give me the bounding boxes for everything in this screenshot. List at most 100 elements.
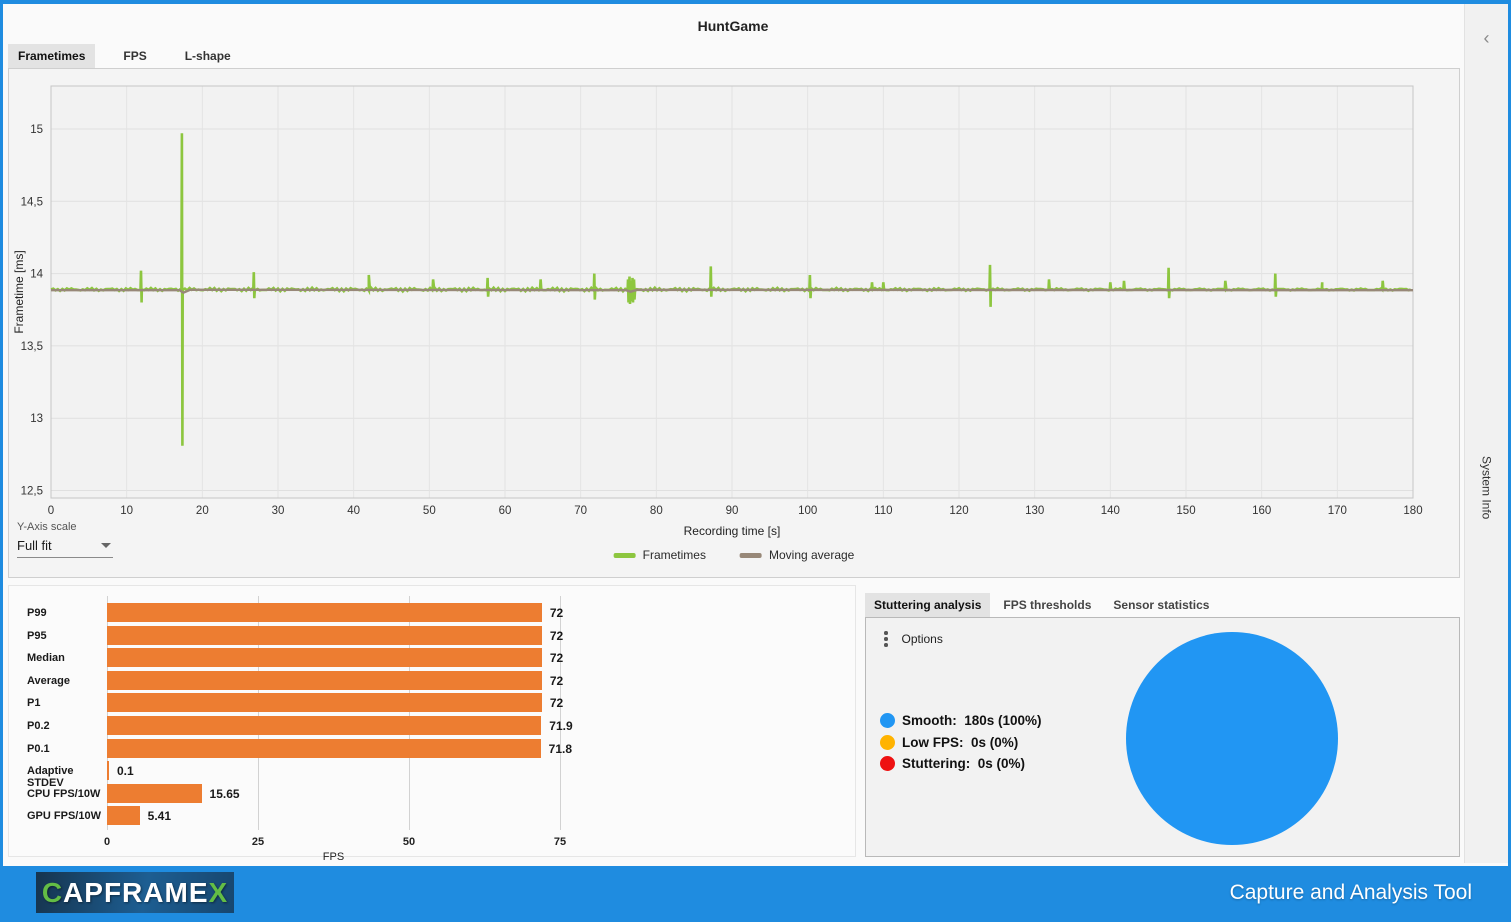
x-tick-label: 0 <box>48 505 54 517</box>
bar-cpu-fps-10w <box>107 783 202 803</box>
x-tick-label: 60 <box>499 505 512 517</box>
bar-median <box>107 648 542 668</box>
logo-letter-c: C <box>41 876 64 908</box>
legend-label: Moving average <box>768 548 855 562</box>
y-axis-scale-value: Full fit <box>17 538 52 553</box>
pie-legend-item: Stuttering: 0s (0%) <box>880 753 1042 775</box>
x-tick-label: 30 <box>272 505 285 517</box>
bar-category-label: P1 <box>27 697 41 710</box>
stuttering-pie-legend: Smooth: 180s (100%) Low FPS: 0s (0%) Stutt… <box>880 710 1042 775</box>
x-tick-label: 70 <box>574 505 587 517</box>
bar-value-label: 0.1 <box>117 764 134 779</box>
x-tick-label: 20 <box>196 505 209 517</box>
bar-p0-1 <box>107 738 541 758</box>
expand-sidebar-icon[interactable]: ‹ <box>1483 28 1490 48</box>
tab-fps-thresholds[interactable]: FPS thresholds <box>1003 598 1092 612</box>
bar-adaptive-stdev <box>107 761 109 781</box>
bar-x-tick-label: 50 <box>402 836 416 848</box>
pie-legend-dot <box>880 756 895 772</box>
x-tick-label: 100 <box>798 505 817 517</box>
y-axis-scale-dropdown[interactable]: Full fit <box>17 538 113 558</box>
y-axis-scale-control: Y-Axis scale Full fit <box>17 521 127 558</box>
bar-category-label: CPU FPS/10W <box>27 787 101 800</box>
x-tick-label: 40 <box>347 505 360 517</box>
analysis-panel: Stuttering analysis FPS thresholds Senso… <box>865 593 1460 858</box>
x-axis-title: Recording time [s] <box>684 524 781 538</box>
bar-gridline <box>409 596 410 830</box>
y-tick-label: 13,5 <box>21 341 43 353</box>
legend-swatch <box>739 552 762 558</box>
bar-x-tick-label: 25 <box>251 836 265 848</box>
bar-value-label: 72 <box>549 651 564 666</box>
record-title: HuntGame <box>697 18 769 34</box>
bar-category-label: GPU FPS/10W <box>27 810 101 823</box>
options-button[interactable]: Options <box>884 631 943 647</box>
logo-letter-x: X <box>208 876 229 908</box>
tab-sensor-statistics[interactable]: Sensor statistics <box>1113 598 1210 612</box>
tab-l-shape[interactable]: L-shape <box>184 49 231 63</box>
pie-legend-dot <box>880 713 895 729</box>
x-tick-label: 110 <box>874 505 892 517</box>
moving-average-line <box>51 288 1414 295</box>
pie-legend-text: Smooth: 180s (100%) <box>902 713 1042 729</box>
pie-legend-text: Stuttering: 0s (0%) <box>902 756 1026 772</box>
x-tick-label: 180 <box>1403 505 1422 517</box>
bar-value-label: 71.9 <box>549 719 573 733</box>
legend-item-frametimes[interactable]: Frametimes <box>613 548 706 562</box>
x-tick-label: 140 <box>1101 505 1120 517</box>
x-tick-label: 80 <box>650 505 663 517</box>
bar-x-axis-title: FPS <box>322 851 345 863</box>
y-tick-label: 15 <box>30 124 43 136</box>
fps-bar-chart: 0 25 50 75 FPS P99 72 P95 72 Median 72 Average 72 P1 7… <box>9 586 855 863</box>
y-axis-title: Frametime [ms] <box>12 250 26 333</box>
analysis-tab-bar: Stuttering analysis FPS thresholds Senso… <box>865 593 1460 617</box>
bar-p1 <box>107 693 542 713</box>
capframex-logo: CAPFRAMEX <box>36 872 234 913</box>
bar-value-label: 72 <box>549 696 564 711</box>
bar-p99 <box>107 603 542 622</box>
x-tick-label: 90 <box>726 505 739 517</box>
tab-fps[interactable]: FPS <box>123 49 147 63</box>
bar-gridline <box>560 596 561 830</box>
x-tick-label: 10 <box>120 505 133 517</box>
stuttering-pie-chart <box>1126 632 1338 845</box>
legend-item-moving-average[interactable]: Moving average <box>739 548 855 562</box>
x-tick-label: 50 <box>423 505 436 517</box>
bar-p95 <box>107 625 542 645</box>
pie-legend-item: Low FPS: 0s (0%) <box>880 732 1042 754</box>
bar-category-label: Adaptive STDEV <box>27 765 74 790</box>
bar-category-label: P0.1 <box>27 742 50 755</box>
legend-label: Frametimes <box>642 548 706 562</box>
frametime-chart-legend: Frametimes Moving average <box>613 548 855 562</box>
x-tick-label: 170 <box>1328 505 1347 517</box>
bar-value-label: 72 <box>549 673 564 688</box>
y-tick-label: 14,5 <box>21 196 43 208</box>
bar-value-label: 15.65 <box>209 786 240 801</box>
frametime-chart-panel: 12,5 13 13,5 14 14,5 15 0 10 20 30 40 50 60 70 80 90 100… <box>8 68 1460 578</box>
x-tick-label: 120 <box>949 505 968 517</box>
pie-legend-dot <box>880 734 895 750</box>
bar-value-label: 72 <box>549 606 564 620</box>
tab-stuttering-analysis[interactable]: Stuttering analysis <box>865 593 991 617</box>
x-tick-label: 150 <box>1176 505 1195 517</box>
bar-p0-2 <box>107 716 542 735</box>
bar-gridline <box>107 596 108 830</box>
kebab-menu-icon <box>884 631 888 647</box>
fps-statistics-panel: 0 25 50 75 FPS P99 72 P95 72 Median 72 Average 72 P1 7… <box>8 585 856 863</box>
system-info-sidebar: ‹ System Info <box>1464 4 1508 863</box>
bar-category-label: Average <box>27 674 71 687</box>
main-tab-bar: Frametimes FPS L-shape <box>8 44 241 68</box>
pie-legend-text: Low FPS: 0s (0%) <box>902 734 1019 750</box>
footer-tagline: Capture and Analysis Tool <box>1229 881 1472 904</box>
x-tick-label: 130 <box>1025 505 1044 517</box>
bar-x-tick-label: 75 <box>553 836 567 848</box>
y-axis-scale-label: Y-Axis scale <box>17 521 77 533</box>
bar-gpu-fps-10w <box>107 806 140 826</box>
bar-category-label: Median <box>27 652 65 665</box>
bar-value-label: 71.8 <box>548 741 573 756</box>
logo-mid: APFRAME <box>63 876 209 908</box>
bar-value-label: 72 <box>549 628 564 643</box>
tab-frametimes[interactable]: Frametimes <box>8 44 96 68</box>
